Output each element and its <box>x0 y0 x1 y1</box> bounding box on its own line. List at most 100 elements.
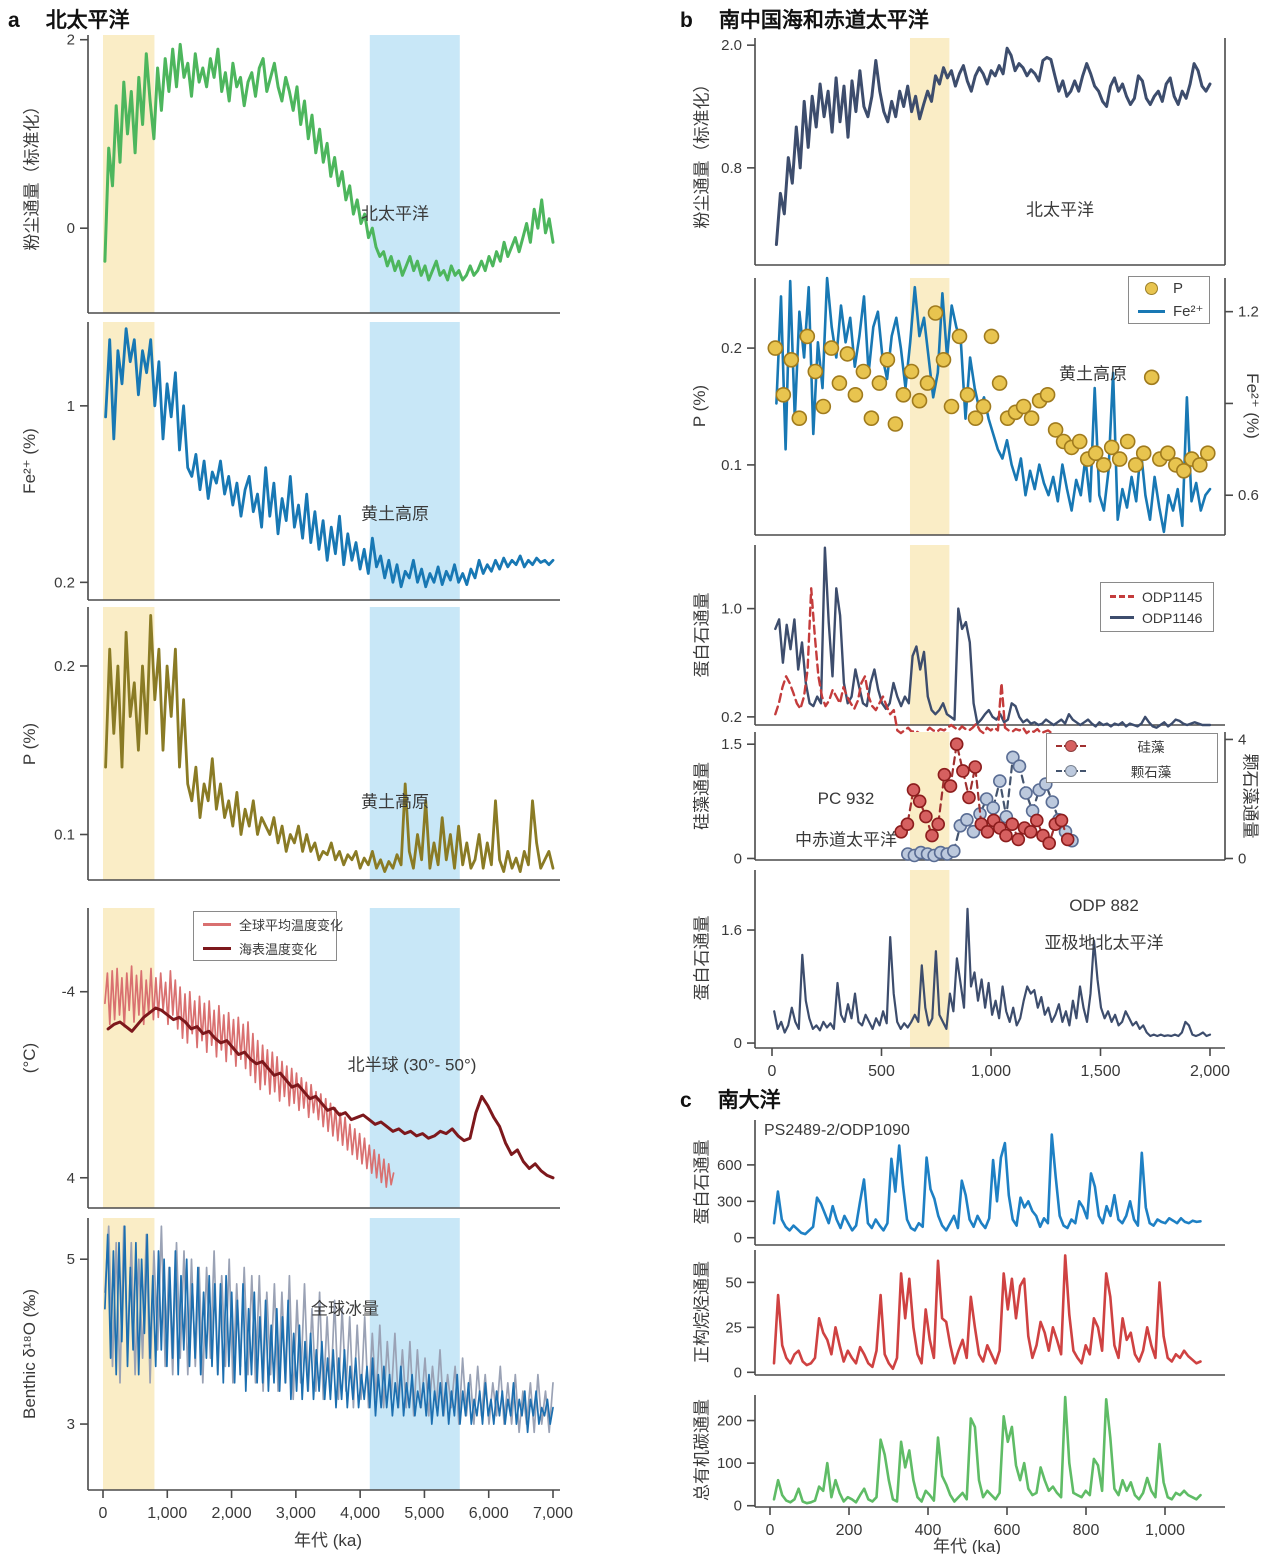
svg-text:1.0: 1.0 <box>721 601 742 618</box>
a5-ylabel: Benthic δ¹⁸O (‰) <box>20 1289 39 1419</box>
svg-text:1,000: 1,000 <box>1145 1522 1185 1539</box>
a4-legend: 全球平均温度变化 海表温度变化 <box>193 911 343 961</box>
b4-core-label: PC 932 <box>817 789 875 808</box>
a2-region-label: 黄土高原 <box>361 504 429 524</box>
panel-c-title-text: 南大洋 <box>717 1089 781 1112</box>
svg-text:100: 100 <box>717 1455 742 1472</box>
svg-text:0.1: 0.1 <box>54 827 75 844</box>
svg-text:-4: -4 <box>62 984 75 1001</box>
panel-b-letter: b <box>680 9 693 32</box>
svg-text:200: 200 <box>836 1522 863 1539</box>
gray-dot-icon <box>1065 764 1077 777</box>
panel-a-letter: a <box>8 9 20 32</box>
navy-line-swatch-icon <box>1110 616 1134 619</box>
svg-text:1,500: 1,500 <box>1080 1063 1120 1080</box>
a2-ylabel: Fe²⁺ (%) <box>20 428 39 494</box>
svg-text:0.2: 0.2 <box>54 658 75 675</box>
b5-region-label: 亚极地北太平洋 <box>1044 933 1164 953</box>
svg-text:0: 0 <box>1238 851 1246 868</box>
svg-text:800: 800 <box>1073 1522 1100 1539</box>
svg-text:1,000: 1,000 <box>971 1063 1011 1080</box>
b4-right-ylabel: 颗石藻通量 <box>1240 753 1260 839</box>
a3-ylabel: P (%) <box>20 722 39 766</box>
svg-text:200: 200 <box>717 1413 742 1430</box>
svg-text:2.0: 2.0 <box>721 37 742 54</box>
b2-legend: P Fe²⁺ <box>1128 276 1210 324</box>
b4-ylabel: 硅藻通量 <box>692 762 712 830</box>
panel-b-title: b 南中国海和赤道太平洋 <box>680 4 929 34</box>
svg-text:0.6: 0.6 <box>1238 487 1259 504</box>
legend-item-odp1145: ODP1145 <box>1110 589 1204 605</box>
b2-ylabel: P (%) <box>690 384 709 428</box>
svg-text:0.8: 0.8 <box>721 160 742 177</box>
svg-text:0: 0 <box>734 1035 742 1052</box>
svg-text:50: 50 <box>725 1274 742 1291</box>
b2-region-label: 黄土高原 <box>1059 364 1127 384</box>
legend-item-odp1146: ODP1146 <box>1110 610 1204 626</box>
c1-ylabel: 蛋白石通量 <box>692 1139 712 1225</box>
svg-text:1.6: 1.6 <box>721 922 742 939</box>
b3-legend: ODP1145 ODP1146 <box>1100 582 1214 632</box>
svg-text:7,000: 7,000 <box>533 1505 573 1522</box>
svg-text:1: 1 <box>67 398 75 415</box>
b3-ylabel: 蛋白石通量 <box>692 592 712 678</box>
gold-dot-swatch-icon <box>1145 282 1158 295</box>
blue-line-swatch-icon <box>1138 309 1165 313</box>
panel-c-title: c 南大洋 <box>680 1084 781 1114</box>
c3-ylabel: 总有机碳通量 <box>692 1399 712 1501</box>
panel-a-title: a 北太平洋 <box>8 4 130 34</box>
svg-text:600: 600 <box>994 1522 1021 1539</box>
panel-c-xaxis-label: 年代 (ka) <box>933 1537 1001 1554</box>
legend-item-global-temp: 全球平均温度变化 <box>203 915 343 934</box>
c1-core-label: PS2489-2/ODP1090 <box>764 1122 910 1139</box>
gray-dotline-swatch-icon <box>1056 764 1086 777</box>
red-dot-icon <box>1065 739 1077 752</box>
svg-text:2,000: 2,000 <box>212 1505 252 1522</box>
svg-text:0: 0 <box>768 1063 777 1080</box>
a3-region-label: 黄土高原 <box>361 792 429 812</box>
b4-legend: 硅藻 颗石藻 <box>1046 733 1218 783</box>
salmon-line-swatch-icon <box>203 922 231 926</box>
b2-right-ylabel: Fe²⁺ (%) <box>1243 373 1262 439</box>
c2-ylabel: 正构烷烃通量 <box>692 1261 712 1363</box>
svg-text:1,000: 1,000 <box>147 1505 187 1522</box>
red-dotline-swatch-icon <box>1056 739 1086 752</box>
svg-text:0.2: 0.2 <box>721 709 742 726</box>
b5-ylabel: 蛋白石通量 <box>692 915 712 1001</box>
a5-region-label: 全球冰量 <box>311 1299 379 1319</box>
svg-text:2,000: 2,000 <box>1190 1063 1230 1080</box>
a4-ylabel: (°C) <box>20 1042 39 1074</box>
svg-text:25: 25 <box>725 1319 742 1336</box>
b5-core-label: ODP 882 <box>1069 896 1139 915</box>
svg-text:4: 4 <box>1238 731 1246 748</box>
svg-text:0: 0 <box>734 1230 742 1247</box>
svg-text:6,000: 6,000 <box>469 1505 509 1522</box>
svg-text:300: 300 <box>717 1193 742 1210</box>
red-dashed-swatch-icon <box>1110 595 1134 598</box>
panel-c-letter: c <box>680 1089 692 1112</box>
svg-text:0: 0 <box>734 850 742 867</box>
legend-item-sst: 海表温度变化 <box>203 939 327 958</box>
legend-item-diatom: 硅藻 <box>1056 736 1208 756</box>
svg-text:400: 400 <box>915 1522 942 1539</box>
legend-item-p: P <box>1138 280 1200 297</box>
svg-text:600: 600 <box>717 1157 742 1174</box>
svg-text:0: 0 <box>734 1364 742 1381</box>
svg-text:4: 4 <box>67 1170 75 1187</box>
svg-text:1.2: 1.2 <box>1238 304 1259 321</box>
svg-text:500: 500 <box>868 1063 895 1080</box>
svg-text:0.2: 0.2 <box>54 574 75 591</box>
legend-item-coccolith: 颗石藻 <box>1056 761 1208 781</box>
darkred-line-swatch-icon <box>203 946 231 950</box>
svg-text:0: 0 <box>766 1522 775 1539</box>
svg-text:4,000: 4,000 <box>340 1505 380 1522</box>
b1-region-label: 北太平洋 <box>1026 200 1094 220</box>
panel-a-title-text: 北太平洋 <box>45 9 130 32</box>
legend-item-fe: Fe²⁺ <box>1138 302 1203 320</box>
b1-ylabel: 粉尘通量（标准化） <box>692 75 712 229</box>
svg-text:0: 0 <box>734 1498 742 1515</box>
panel-a-xaxis-label: 年代 (ka) <box>294 1531 362 1550</box>
svg-text:2: 2 <box>67 32 75 49</box>
